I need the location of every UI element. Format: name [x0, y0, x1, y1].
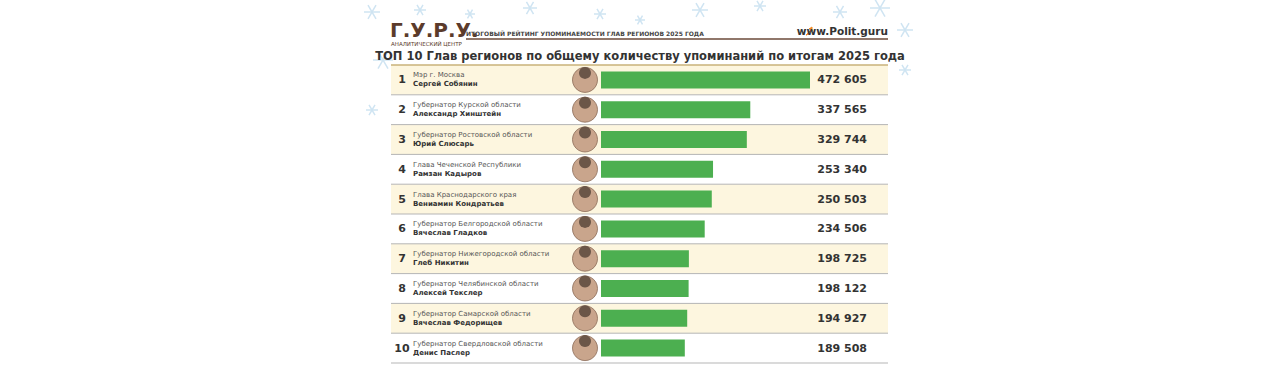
svg-text:Рамзан Кадыров: Рамзан Кадыров	[413, 170, 482, 178]
svg-text:Вячеслав Гладков: Вячеслав Гладков	[413, 229, 488, 237]
svg-text:Губернатор Курской области: Губернатор Курской области	[413, 101, 521, 109]
svg-text:Алексей Текслер: Алексей Текслер	[413, 289, 483, 297]
svg-text:ТОП 10 Глав регионов по общему: ТОП 10 Глав регионов по общему количеств…	[375, 49, 905, 63]
svg-text:337 565: 337 565	[817, 103, 867, 116]
svg-text:Губернатор Самарской области: Губернатор Самарской области	[413, 310, 531, 318]
svg-text:Губернатор Нижегородской облас: Губернатор Нижегородской области	[413, 250, 549, 258]
svg-text:329 744: 329 744	[817, 133, 867, 146]
svg-text:Денис Паслер: Денис Паслер	[413, 349, 470, 357]
svg-text:Губернатор Свердловской област: Губернатор Свердловской области	[413, 340, 543, 348]
svg-text:www.Polit.guru: www.Polit.guru	[797, 25, 888, 37]
svg-text:Вениамин Кондратьев: Вениамин Кондратьев	[413, 200, 504, 208]
svg-text:189 508: 189 508	[817, 342, 867, 355]
svg-text:Губернатор Челябинской области: Губернатор Челябинской области	[413, 280, 539, 288]
svg-text:ИТОГОВЫЙ РЕЙТИНГ УПОМИНАЕМОСТИ: ИТОГОВЫЙ РЕЙТИНГ УПОМИНАЕМОСТИ ГЛАВ РЕГИ…	[466, 30, 704, 37]
svg-text:198 122: 198 122	[817, 282, 867, 295]
svg-text:10: 10	[394, 342, 410, 355]
svg-text:Глава Чеченской Республики: Глава Чеченской Республики	[413, 161, 521, 169]
svg-text:234 506: 234 506	[817, 222, 867, 235]
svg-text:Вячеслав Федорищев: Вячеслав Федорищев	[413, 319, 503, 327]
svg-text:8: 8	[398, 282, 406, 295]
svg-text:Юрий Слюсарь: Юрий Слюсарь	[413, 140, 474, 148]
svg-text:253 340: 253 340	[817, 163, 867, 176]
svg-text:Глеб Никитин: Глеб Никитин	[413, 259, 469, 267]
svg-text:194 927: 194 927	[817, 312, 867, 325]
svg-text:6: 6	[398, 222, 406, 235]
svg-text:Губернатор Белгородской област: Губернатор Белгородской области	[413, 220, 542, 228]
svg-text:Сергей Собянин: Сергей Собянин	[413, 80, 478, 88]
svg-text:472 605: 472 605	[817, 73, 867, 86]
svg-text:Губернатор Ростовской области: Губернатор Ростовской области	[413, 131, 532, 139]
svg-text:198 725: 198 725	[817, 252, 867, 265]
svg-text:Г.У.Р.У.: Г.У.Р.У.	[390, 18, 479, 42]
svg-text:Александр Хинштейн: Александр Хинштейн	[413, 110, 501, 118]
svg-text:9: 9	[398, 312, 406, 325]
svg-text:1: 1	[398, 73, 406, 86]
svg-text:5: 5	[398, 193, 406, 206]
svg-text:АНАЛИТИЧЕСКИЙ ЦЕНТР: АНАЛИТИЧЕСКИЙ ЦЕНТР	[391, 40, 463, 47]
svg-text:Глава Краснодарского края: Глава Краснодарского края	[413, 191, 516, 199]
svg-text:3: 3	[398, 133, 406, 146]
svg-text:Мэр г. Москва: Мэр г. Москва	[413, 71, 465, 79]
svg-text:7: 7	[398, 252, 406, 265]
svg-text:250 503: 250 503	[817, 193, 867, 206]
svg-text:2: 2	[398, 103, 406, 116]
svg-text:4: 4	[398, 163, 406, 176]
